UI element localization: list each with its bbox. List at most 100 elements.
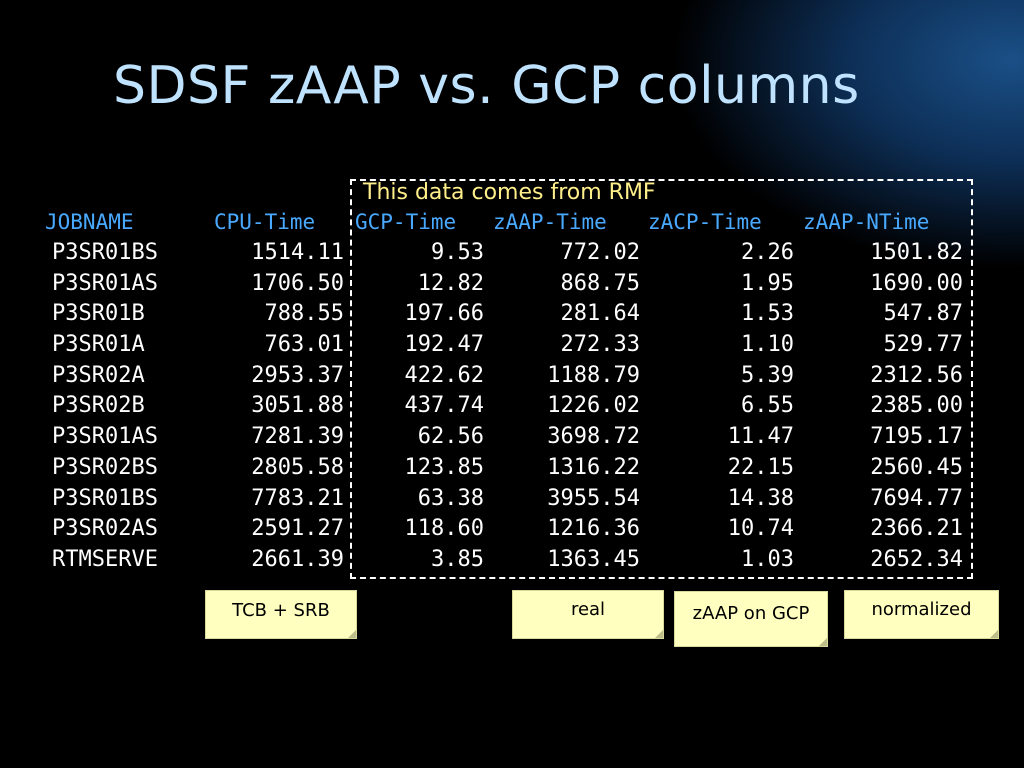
zaap-time-cell: 772.02 [560, 240, 640, 265]
zacp-time-cell: 1.03 [741, 546, 794, 572]
zaap-time-cell: 1363.45 [547, 546, 640, 572]
zaap-ntime-cell: 2560.45 [870, 454, 963, 480]
jobname-cell: P3SR01BS [52, 240, 158, 265]
gcp-time-cell: 192.47 [404, 332, 484, 358]
zaap-ntime-cell: 2652.34 [870, 546, 963, 572]
table-row: P3SR02AS 2591.27 118.60 1216.36 10.74 2366.21 [40, 516, 970, 547]
zaap-ntime-cell: 2366.21 [870, 516, 963, 542]
zacp-time-cell: 11.47 [727, 424, 794, 450]
header-cpu-time: CPU-Time [214, 210, 316, 234]
zacp-time-cell: 6.55 [741, 393, 794, 419]
jobname-cell: P3SR02B [52, 393, 145, 419]
table-row: P3SR02BS 2805.58 123.85 1316.22 22.15 2560.45 [40, 455, 970, 486]
table-row: P3SR02B 3051.88 437.74 1226.02 6.55 2385.00 [40, 393, 970, 424]
table-row: P3SR01BS 1514.11 9.53 772.02 2.26 1501.82 [40, 240, 970, 271]
zaap-ntime-cell: 7195.17 [870, 424, 963, 450]
zaap-ntime-cell: 1690.00 [870, 270, 963, 296]
zaap-ntime-cell: 2385.00 [870, 393, 963, 419]
cpu-time-cell: 2953.37 [251, 362, 344, 388]
zaap-time-cell: 1226.02 [547, 393, 640, 419]
rmf-dashed-box [350, 179, 973, 579]
table-row: P3SR01B 788.55 197.66 281.64 1.53 547.87 [40, 301, 970, 332]
cpu-time-cell: 7783.21 [251, 485, 344, 511]
cpu-time-cell: 788.55 [264, 301, 344, 327]
jobname-cell: P3SR01A [52, 332, 145, 358]
zaap-time-cell: 281.64 [560, 301, 640, 327]
note-zaap-on-gcp-text: zAAP on GCP [692, 603, 810, 624]
table-row: P3SR01BS 7783.21 63.38 3955.54 14.38 7694.77 [40, 486, 970, 517]
jobname-cell: P3SR02A [52, 362, 145, 388]
note-real: real [512, 590, 664, 639]
gcp-time-cell: 3.85 [431, 546, 484, 572]
table-row: P3SR01AS 7281.39 62.56 3698.72 11.47 7195.17 [40, 424, 970, 455]
cpu-time-cell: 1706.50 [251, 270, 344, 296]
note-fold [655, 630, 663, 638]
zacp-time-cell: 5.39 [741, 362, 794, 388]
header-gcp-time: GCP-Time [355, 210, 457, 234]
cpu-time-cell: 1514.11 [251, 240, 344, 265]
zaap-time-cell: 1316.22 [547, 454, 640, 480]
header-zaap-time: zAAP-Time [493, 210, 607, 234]
zacp-time-cell: 1.53 [741, 301, 794, 327]
gcp-time-cell: 12.82 [417, 270, 484, 296]
cpu-time-cell: 7281.39 [251, 424, 344, 450]
slide-title: SDSF zAAP vs. GCP columns [113, 56, 860, 116]
zaap-time-cell: 3955.54 [547, 485, 640, 511]
zaap-ntime-cell: 2312.56 [870, 362, 963, 388]
table-row: RTMSERVE 2661.39 3.85 1363.45 1.03 2652.34 [40, 547, 970, 578]
zaap-time-cell: 868.75 [560, 270, 640, 296]
zaap-time-cell: 1188.79 [547, 362, 640, 388]
jobname-cell: RTMSERVE [52, 546, 158, 572]
zacp-time-cell: 14.38 [727, 485, 794, 511]
note-fold [990, 630, 998, 638]
zacp-time-cell: 10.74 [727, 516, 794, 542]
zacp-time-cell: 1.95 [741, 270, 794, 296]
note-real-text: real [570, 599, 606, 620]
jobname-cell: P3SR01AS [52, 270, 158, 296]
table-row: P3SR01A 763.01 192.47 272.33 1.10 529.77 [40, 332, 970, 363]
gcp-time-cell: 123.85 [404, 454, 484, 480]
jobname-cell: P3SR02AS [52, 516, 158, 542]
note-tcb-srb: TCB + SRB [205, 590, 357, 639]
cpu-time-cell: 2591.27 [251, 516, 344, 542]
header-zacp-time: zACP-Time [648, 210, 762, 234]
header-jobname: JOBNAME [45, 210, 134, 234]
zacp-time-cell: 2.26 [741, 240, 794, 265]
table-row: P3SR02A 2953.37 422.62 1188.79 5.39 2312.56 [40, 363, 970, 394]
data-table: P3SR01BS 1514.11 9.53 772.02 2.26 1501.82 P3SR… [40, 240, 970, 578]
rmf-label: This data comes from RMF [363, 180, 656, 205]
note-fold [348, 630, 356, 638]
note-normalized: normalized [844, 590, 999, 639]
cpu-time-cell: 2661.39 [251, 546, 344, 572]
gcp-time-cell: 62.56 [417, 424, 484, 450]
cpu-time-cell: 763.01 [264, 332, 344, 358]
gcp-time-cell: 422.62 [404, 362, 484, 388]
zaap-ntime-cell: 529.77 [883, 332, 963, 358]
zaap-time-cell: 1216.36 [547, 516, 640, 542]
note-fold [819, 638, 827, 646]
jobname-cell: P3SR01BS [52, 485, 158, 511]
gcp-time-cell: 437.74 [404, 393, 484, 419]
zacp-time-cell: 22.15 [727, 454, 794, 480]
zaap-ntime-cell: 1501.82 [870, 240, 963, 265]
jobname-cell: P3SR01AS [52, 424, 158, 450]
jobname-cell: P3SR02BS [52, 454, 158, 480]
gcp-time-cell: 9.53 [431, 240, 484, 265]
note-zaap-on-gcp: zAAP on GCP [674, 591, 828, 647]
zaap-ntime-cell: 7694.77 [870, 485, 963, 511]
gcp-time-cell: 197.66 [404, 301, 484, 327]
cpu-time-cell: 2805.58 [251, 454, 344, 480]
zaap-time-cell: 3698.72 [547, 424, 640, 450]
jobname-cell: P3SR01B [52, 301, 145, 327]
gcp-time-cell: 118.60 [404, 516, 484, 542]
cpu-time-cell: 3051.88 [251, 393, 344, 419]
gcp-time-cell: 63.38 [417, 485, 484, 511]
table-row: P3SR01AS 1706.50 12.82 868.75 1.95 1690.00 [40, 271, 970, 302]
note-normalized-text: normalized [871, 599, 972, 620]
zaap-time-cell: 272.33 [560, 332, 640, 358]
zacp-time-cell: 1.10 [741, 332, 794, 358]
zaap-ntime-cell: 547.87 [883, 301, 963, 327]
header-zaap-ntime: zAAP-NTime [803, 210, 930, 234]
note-tcb-srb-text: TCB + SRB [232, 600, 330, 621]
